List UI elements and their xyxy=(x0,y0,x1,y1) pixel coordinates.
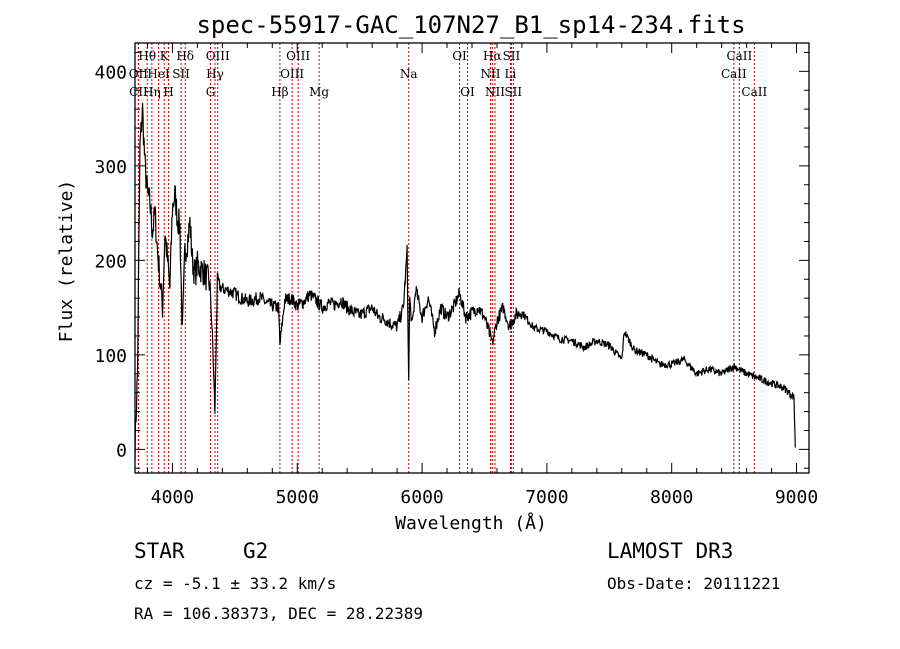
x-tick-label: 9000 xyxy=(775,487,818,508)
line-label-1: OII xyxy=(129,67,149,81)
line-label-2: CII xyxy=(129,85,148,99)
line-label-15: Mg xyxy=(309,85,329,99)
line-label-0: Hθ xyxy=(138,49,156,63)
survey-name: LAMOST DR3 xyxy=(607,539,734,563)
line-label-12: Hβ xyxy=(271,85,288,99)
x-tick-label: 5000 xyxy=(276,487,319,508)
x-tick-label: 4000 xyxy=(151,487,194,508)
y-axis-ticks: 0 100 200 300 400 xyxy=(94,51,809,469)
object-class: STAR xyxy=(134,539,185,563)
flux-series-line xyxy=(134,102,796,460)
x-tick-label: 7000 xyxy=(525,487,568,508)
line-label-7: Hδ xyxy=(176,49,194,63)
x-tick-label: 8000 xyxy=(650,487,693,508)
line-label-25: CaII xyxy=(726,49,752,63)
line-label-14: OIII xyxy=(280,67,304,81)
line-label-23: Li xyxy=(505,67,517,81)
line-label-22: SII xyxy=(503,49,521,63)
line-label-4: HeI xyxy=(147,67,170,81)
observation-date: Obs-Date: 20111221 xyxy=(607,574,781,593)
line-label-6: H xyxy=(163,85,173,99)
y-tick-label: 400 xyxy=(94,62,127,83)
x-tick-label: 6000 xyxy=(400,487,443,508)
line-label-24: SII xyxy=(504,85,522,99)
coordinates: RA = 106.38373, DEC = 28.22389 xyxy=(134,604,423,623)
line-label-21: NII xyxy=(485,85,505,99)
y-tick-label: 300 xyxy=(94,157,127,178)
line-label-11: G xyxy=(206,85,216,99)
redshift-cz: cz = -5.1 ± 33.2 km/s xyxy=(134,574,337,593)
y-tick-label: 100 xyxy=(94,346,127,367)
y-tick-label: 200 xyxy=(94,251,127,272)
line-label-3: K xyxy=(160,49,170,63)
y-tick-label: 0 xyxy=(116,440,127,461)
spectral-line-markers xyxy=(137,43,755,473)
line-label-9: OIII xyxy=(206,49,230,63)
line-label-20: NII xyxy=(480,67,500,81)
line-label-10: Hγ xyxy=(206,67,224,81)
y-axis-label: Flux (relative) xyxy=(56,180,77,343)
x-axis-ticks: 4000 5000 6000 7000 8000 9000 xyxy=(146,43,818,508)
spectral-line-labels: Hθ OII CII K HeI Hη H Hδ SII OIII Hγ G Hβ OIII OIII Mg N… xyxy=(129,49,768,99)
line-label-19: Hα xyxy=(483,49,502,63)
line-label-8: SII xyxy=(172,67,190,81)
line-label-5: Hη xyxy=(143,85,161,99)
x-axis-label: Wavelength (Å) xyxy=(395,512,547,534)
line-label-18: OI xyxy=(460,85,475,99)
object-subclass: G2 xyxy=(243,539,269,563)
line-label-27: CaII xyxy=(741,85,767,99)
line-label-17: OI xyxy=(452,49,467,63)
line-label-26: CaII xyxy=(721,67,747,81)
plot-frame xyxy=(134,42,810,474)
line-label-13: OIII xyxy=(286,49,310,63)
line-label-16: Na xyxy=(400,67,418,81)
chart-title: spec-55917-GAC_107N27_B1_sp14-234.fits xyxy=(196,11,745,39)
